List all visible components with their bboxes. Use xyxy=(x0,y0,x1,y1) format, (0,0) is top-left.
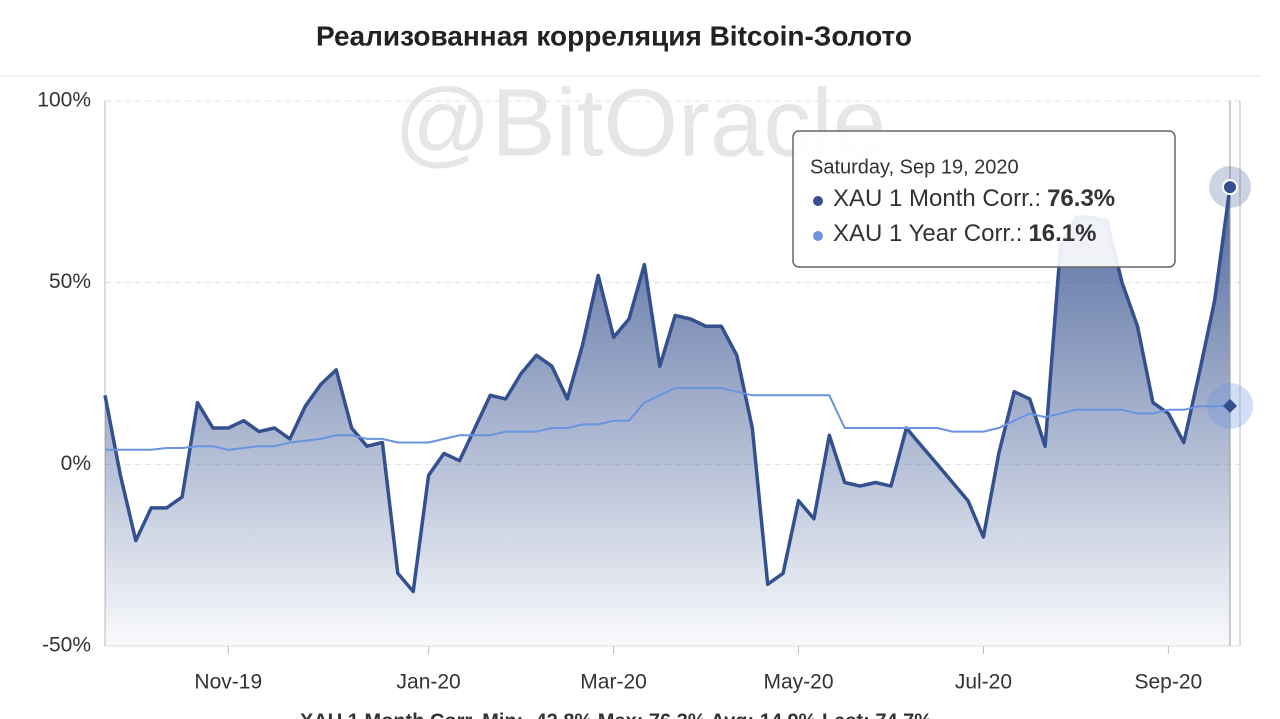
y-tick-label: -50% xyxy=(42,634,91,657)
tooltip: Saturday, Sep 19, 2020 XAU 1 Month Corr.:… xyxy=(792,130,1176,268)
tooltip-dot xyxy=(813,231,823,241)
line xyxy=(105,387,1231,451)
tooltip-label: XAU 1 Month Corr.: xyxy=(833,185,1041,212)
y-tick-label: 0% xyxy=(61,452,91,475)
tooltip-value: 16.1% xyxy=(1028,220,1096,247)
x-tick-label: Sep-20 xyxy=(1134,671,1202,694)
tooltip-value: 76.3% xyxy=(1047,185,1115,212)
line xyxy=(103,186,1232,594)
tooltip-dot xyxy=(813,196,823,206)
tooltip-row: XAU 1 Month Corr.: 76.3% xyxy=(833,185,1115,212)
legend-stats: XAU 1 Month Corr. Min: -42.8% Max: 76.3%… xyxy=(300,710,932,719)
area xyxy=(105,187,1230,646)
tooltip-date: Saturday, Sep 19, 2020 xyxy=(810,156,1019,178)
x-tick-label: Jan-20 xyxy=(397,671,461,694)
x-tick-label: Mar-20 xyxy=(580,671,647,694)
tooltip-box xyxy=(792,130,1176,268)
point xyxy=(1223,398,1237,413)
x-tick-label: Nov-19 xyxy=(194,671,262,694)
point xyxy=(1222,179,1238,196)
tooltip-row: XAU 1 Year Corr.: 16.1% xyxy=(833,220,1097,247)
tooltip-label: XAU 1 Year Corr.: xyxy=(833,220,1022,247)
y-tick-label: 50% xyxy=(49,270,91,293)
plot: -50% 0% 50% 100% Nov-19 Jan-20 Mar-20 May-20 Jul… xyxy=(37,89,1253,694)
x-tick-label: May-20 xyxy=(763,671,833,694)
y-tick-label: 100% xyxy=(37,89,91,112)
chart-title: Реализованная корреляция Bitcoin-Золото xyxy=(316,20,912,51)
x-tick-label: Jul-20 xyxy=(955,671,1012,694)
